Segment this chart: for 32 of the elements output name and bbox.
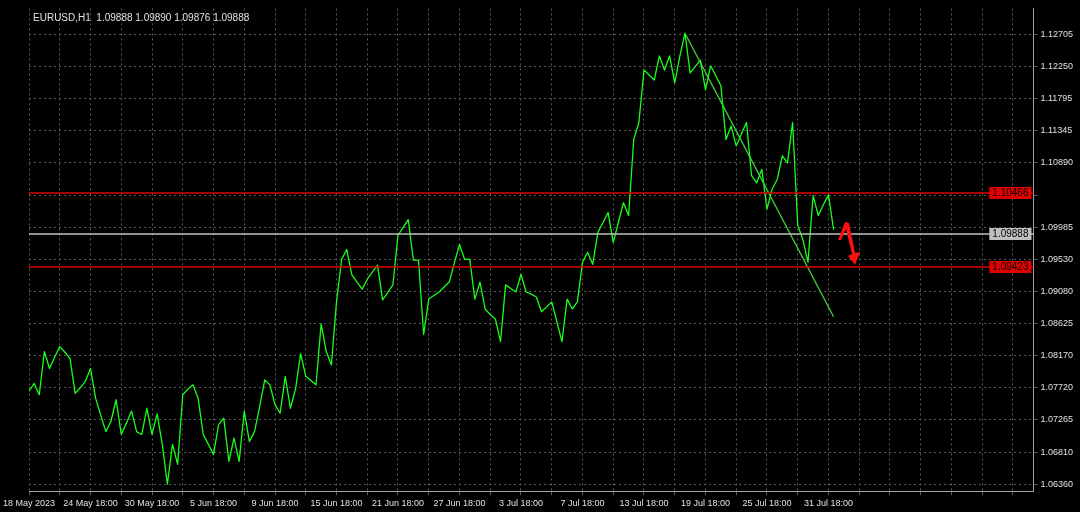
y-tick-label: 1.09985: [1040, 221, 1074, 232]
y-tick-label: 1.09080: [1040, 285, 1074, 296]
y-tick-label: 1.12705: [1040, 28, 1074, 39]
x-tick-label: 19 Jul 18:00: [680, 498, 731, 509]
y-tick-label: 1.06810: [1040, 446, 1074, 457]
ref-line-label: 1.09423: [992, 260, 1029, 272]
x-tick-label: 9 Jun 18:00: [251, 498, 299, 509]
y-tick-label: 1.12250: [1040, 61, 1074, 72]
x-tick-label: 30 May 18:00: [124, 498, 180, 509]
y-tick-label: 1.06360: [1040, 478, 1074, 489]
x-tick-label: 3 Jul 18:00: [498, 498, 544, 509]
x-tick-label: 21 Jun 18:00: [371, 498, 425, 509]
y-tick-label: 1.07720: [1040, 382, 1074, 393]
x-tick-label: 24 May 18:00: [63, 498, 118, 509]
ref-line-label: 1.10466: [992, 186, 1029, 198]
x-tick-label: 13 Jul 18:00: [619, 498, 669, 509]
y-tick-label: 1.10890: [1040, 157, 1074, 168]
y-tick-label: 1.08625: [1040, 318, 1074, 329]
x-tick-label: 7 Jul 18:00: [560, 498, 605, 509]
x-tick-label: 15 Jun 18:00: [310, 498, 363, 509]
y-tick-label: 1.11795: [1040, 93, 1073, 104]
y-tick-label: 1.09530: [1040, 253, 1074, 264]
x-tick-label: 27 Jun 18:00: [433, 498, 486, 509]
y-tick-label: 1.07265: [1040, 414, 1074, 425]
x-tick-label: 18 May 2023: [2, 498, 56, 509]
x-tick-label: 5 Jun 18:00: [189, 498, 238, 509]
y-tick-label: 1.08170: [1040, 350, 1074, 361]
y-tick-label: 1.11345: [1040, 125, 1073, 136]
x-tick-label: 25 Jul 18:00: [742, 498, 792, 509]
x-tick-label: 31 Jul 18:00: [803, 498, 853, 509]
ref-line-label: 1.09888: [992, 227, 1029, 239]
chart-title: EURUSD,H1 1.09888 1.09890 1.09876 1.09888: [33, 12, 250, 24]
